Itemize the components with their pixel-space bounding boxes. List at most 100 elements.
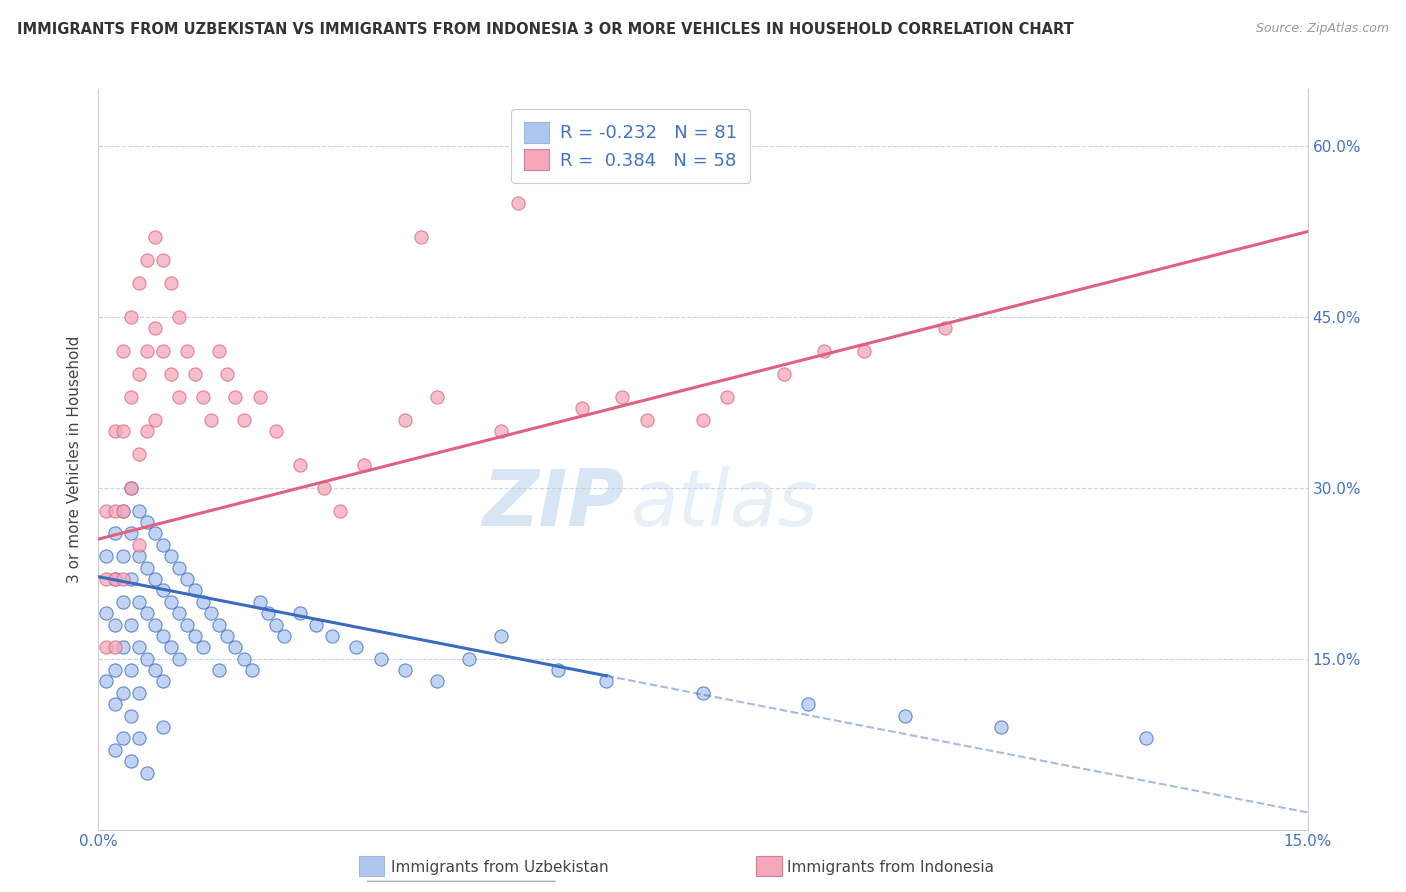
Point [111,344,134,359]
Point [120,572,142,586]
Point [143,663,166,677]
Point [135,606,157,620]
Point [120,390,142,404]
Point [135,253,157,268]
Point [491,629,513,643]
Point [103,640,125,655]
Point [353,458,375,472]
Point [329,503,352,517]
Point [152,538,174,552]
Point [103,503,125,517]
Point [426,674,449,689]
Point [692,686,714,700]
Point [96,674,118,689]
Point [135,344,157,359]
Text: Source: ZipAtlas.com: Source: ZipAtlas.com [1256,22,1389,36]
Point [813,344,835,359]
Point [128,276,150,290]
Point [160,595,183,609]
Point [111,424,134,438]
Point [394,663,416,677]
Point [135,651,157,665]
Point [143,412,166,426]
Point [184,367,207,381]
Point [256,606,278,620]
Point [394,412,416,426]
Point [193,595,215,609]
Point [224,390,246,404]
Point [128,731,150,746]
Point [128,447,150,461]
Point [96,549,118,564]
Point [111,503,134,517]
Point [111,595,134,609]
Point [128,686,150,700]
Text: Immigrants from Uzbekistan: Immigrants from Uzbekistan [391,860,609,874]
Point [143,572,166,586]
Point [571,401,593,416]
Point [772,367,794,381]
Text: IMMIGRANTS FROM UZBEKISTAN VS IMMIGRANTS FROM INDONESIA 3 OR MORE VEHICLES IN HO: IMMIGRANTS FROM UZBEKISTAN VS IMMIGRANTS… [17,22,1074,37]
Point [120,663,142,677]
Point [96,640,118,655]
Point [96,503,118,517]
Point [160,640,183,655]
Point [200,606,222,620]
Text: Immigrants from Indonesia: Immigrants from Indonesia [787,860,994,874]
Point [96,572,118,586]
Point [152,583,174,598]
Point [224,640,246,655]
Point [692,412,714,426]
Point [167,310,190,324]
Point [135,424,157,438]
Point [612,390,634,404]
Point [120,481,142,495]
Point [152,253,174,268]
Point [120,754,142,768]
Point [128,549,150,564]
Point [506,196,529,211]
Point [160,367,183,381]
Point [160,549,183,564]
Point [176,572,198,586]
Point [193,640,215,655]
Point [176,617,198,632]
Point [491,424,513,438]
Point [152,720,174,734]
Point [990,720,1012,734]
Point [103,572,125,586]
Point [152,344,174,359]
Point [111,686,134,700]
Point [120,708,142,723]
Point [217,629,239,643]
Point [143,321,166,335]
Y-axis label: 3 or more Vehicles in Household: 3 or more Vehicles in Household [67,335,83,583]
Point [160,276,183,290]
Point [120,481,142,495]
Point [135,765,157,780]
Point [193,390,215,404]
Point [143,617,166,632]
Point [152,629,174,643]
Point [128,640,150,655]
Point [143,230,166,244]
Point [305,617,328,632]
Point [111,572,134,586]
Point [111,640,134,655]
Point [128,538,150,552]
Point [152,674,174,689]
Point [128,503,150,517]
Point [103,698,125,712]
Point [321,629,343,643]
Point [409,230,432,244]
Point [273,629,295,643]
Legend: R = -0.232   N = 81, R =  0.384   N = 58: R = -0.232 N = 81, R = 0.384 N = 58 [512,110,749,183]
Point [217,367,239,381]
Point [853,344,876,359]
Point [208,617,231,632]
Point [120,310,142,324]
Point [103,617,125,632]
Point [208,344,231,359]
Point [595,674,617,689]
Point [249,595,271,609]
